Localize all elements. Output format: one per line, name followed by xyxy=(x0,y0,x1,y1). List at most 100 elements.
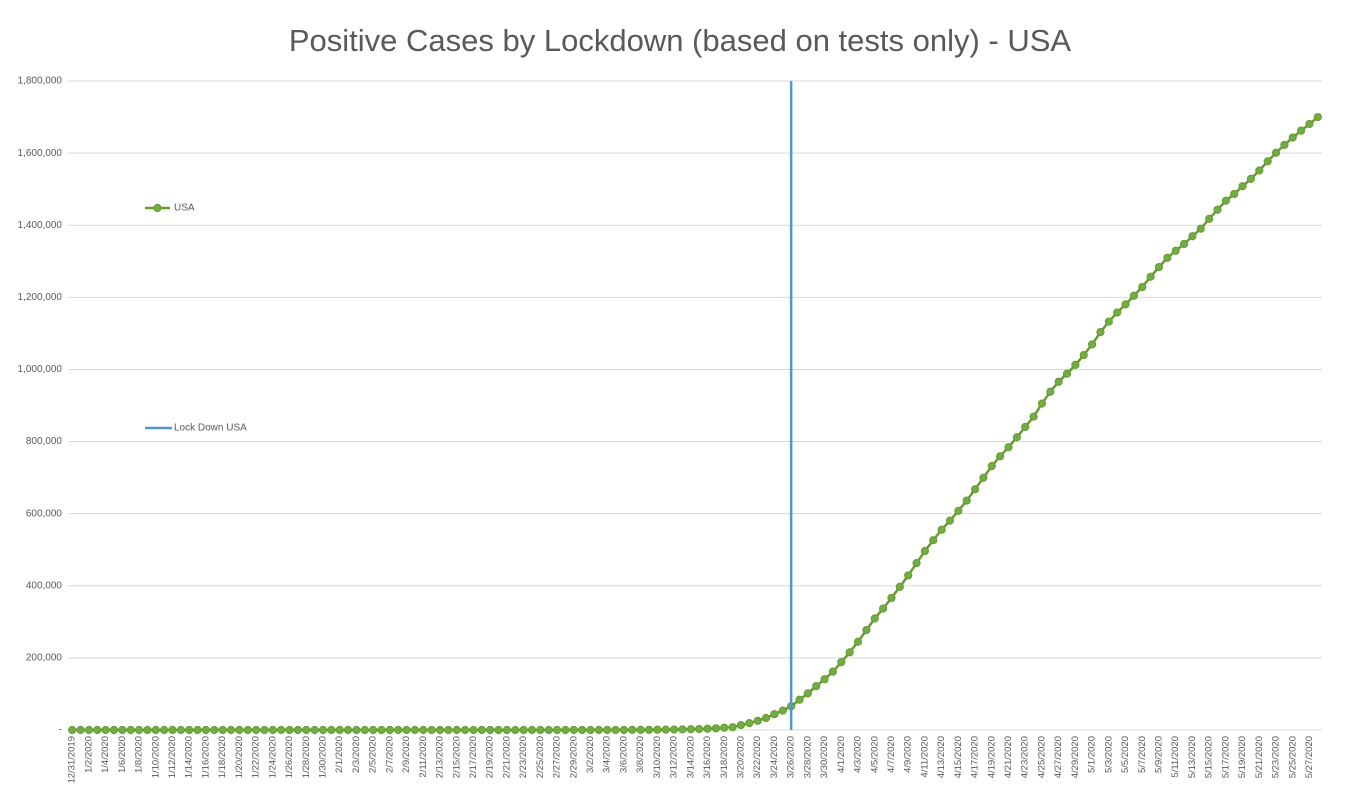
x-tick-label: 4/9/2020 xyxy=(903,736,914,773)
data-point xyxy=(803,689,812,698)
data-point xyxy=(1238,182,1247,191)
y-tick-label: 1,000,000 xyxy=(18,364,63,375)
data-point xyxy=(853,637,863,646)
data-point xyxy=(68,725,77,735)
x-tick-label: 1/4/2020 xyxy=(100,736,111,773)
data-point xyxy=(603,725,612,735)
data-point xyxy=(1280,140,1289,150)
data-point xyxy=(937,525,946,534)
data-point xyxy=(1230,189,1239,199)
x-tick-label: 3/18/2020 xyxy=(719,736,730,778)
data-point xyxy=(310,725,319,735)
x-tick-label: 3/12/2020 xyxy=(669,736,680,778)
data-point xyxy=(569,725,578,735)
data-point xyxy=(1171,246,1180,255)
data-point xyxy=(945,516,955,525)
data-point xyxy=(761,713,771,723)
data-point xyxy=(210,725,219,735)
data-point xyxy=(1263,157,1272,166)
data-point xyxy=(201,725,211,735)
data-point xyxy=(118,725,127,735)
data-point xyxy=(1213,205,1222,214)
data-point xyxy=(1271,148,1281,157)
data-point xyxy=(1021,422,1030,432)
x-tick-label: 2/7/2020 xyxy=(384,736,395,773)
data-point xyxy=(160,725,169,735)
x-tick-label: 2/27/2020 xyxy=(552,736,563,778)
data-point xyxy=(486,725,495,735)
x-tick-label: 2/1/2020 xyxy=(334,736,345,773)
x-tick-label: 4/17/2020 xyxy=(970,736,981,778)
data-point xyxy=(469,725,478,735)
data-point xyxy=(711,724,721,733)
data-point xyxy=(862,626,871,635)
x-tick-label: 4/13/2020 xyxy=(936,736,947,778)
data-point xyxy=(636,725,645,734)
data-point xyxy=(168,725,177,735)
y-tick-label: 200,000 xyxy=(26,653,63,664)
x-tick-label: 5/1/2020 xyxy=(1087,736,1098,773)
data-point xyxy=(544,725,553,735)
x-tick-label: 3/10/2020 xyxy=(652,736,663,778)
data-point xyxy=(736,720,746,730)
data-point xyxy=(670,725,679,734)
x-tick-label: 2/21/2020 xyxy=(501,736,512,778)
data-point xyxy=(235,725,244,735)
x-tick-label: 5/15/2020 xyxy=(1204,736,1215,778)
y-tick-label: 1,600,000 xyxy=(18,148,63,159)
data-point xyxy=(435,725,445,735)
data-point xyxy=(879,604,888,613)
data-point xyxy=(686,725,695,734)
data-point xyxy=(1046,387,1055,396)
x-tick-label: 4/11/2020 xyxy=(919,736,930,778)
data-point xyxy=(895,582,904,591)
legend-label: USA xyxy=(174,203,195,214)
x-tick-label: 1/28/2020 xyxy=(301,736,312,778)
data-point xyxy=(912,559,921,568)
data-point xyxy=(970,485,980,494)
x-tick-label: 5/23/2020 xyxy=(1271,736,1282,778)
data-point xyxy=(820,675,829,684)
data-point xyxy=(753,716,762,725)
data-point xyxy=(1054,377,1063,386)
data-point xyxy=(770,710,779,719)
data-point xyxy=(1071,360,1080,370)
data-point xyxy=(293,725,302,735)
x-tick-label: 4/27/2020 xyxy=(1053,736,1064,778)
x-tick-label: 1/26/2020 xyxy=(284,736,295,778)
data-point xyxy=(1255,166,1264,175)
y-tick-label: 1,800,000 xyxy=(18,76,63,87)
data-point xyxy=(837,658,846,667)
data-point xyxy=(502,725,511,735)
data-point xyxy=(1113,308,1122,317)
data-point xyxy=(536,725,545,735)
data-point xyxy=(394,725,403,735)
x-tick-label: 5/27/2020 xyxy=(1304,736,1315,778)
x-tick-label: 4/25/2020 xyxy=(1036,736,1047,778)
x-tick-label: 5/21/2020 xyxy=(1254,736,1265,778)
x-tick-label: 2/29/2020 xyxy=(568,736,579,778)
data-point xyxy=(1305,119,1314,129)
data-point xyxy=(377,725,386,735)
data-point xyxy=(519,725,528,735)
data-point xyxy=(285,725,294,735)
x-tick-label: 5/25/2020 xyxy=(1287,736,1298,778)
data-point xyxy=(268,725,277,735)
x-tick-label: 2/23/2020 xyxy=(518,736,529,778)
data-point xyxy=(327,725,336,735)
data-point xyxy=(101,725,110,735)
y-tick-label: 1,200,000 xyxy=(18,292,63,303)
data-point xyxy=(410,725,420,735)
data-point xyxy=(996,452,1005,461)
data-point xyxy=(427,725,436,735)
data-point xyxy=(226,725,236,735)
x-tick-label: 3/20/2020 xyxy=(735,736,746,778)
data-point xyxy=(452,725,461,735)
data-point xyxy=(1288,133,1297,142)
data-point xyxy=(979,473,988,482)
x-tick-label: 5/9/2020 xyxy=(1153,736,1164,773)
x-tick-label: 2/11/2020 xyxy=(418,736,429,778)
x-tick-label: 3/8/2020 xyxy=(635,736,646,773)
x-tick-label: 1/6/2020 xyxy=(117,736,128,773)
